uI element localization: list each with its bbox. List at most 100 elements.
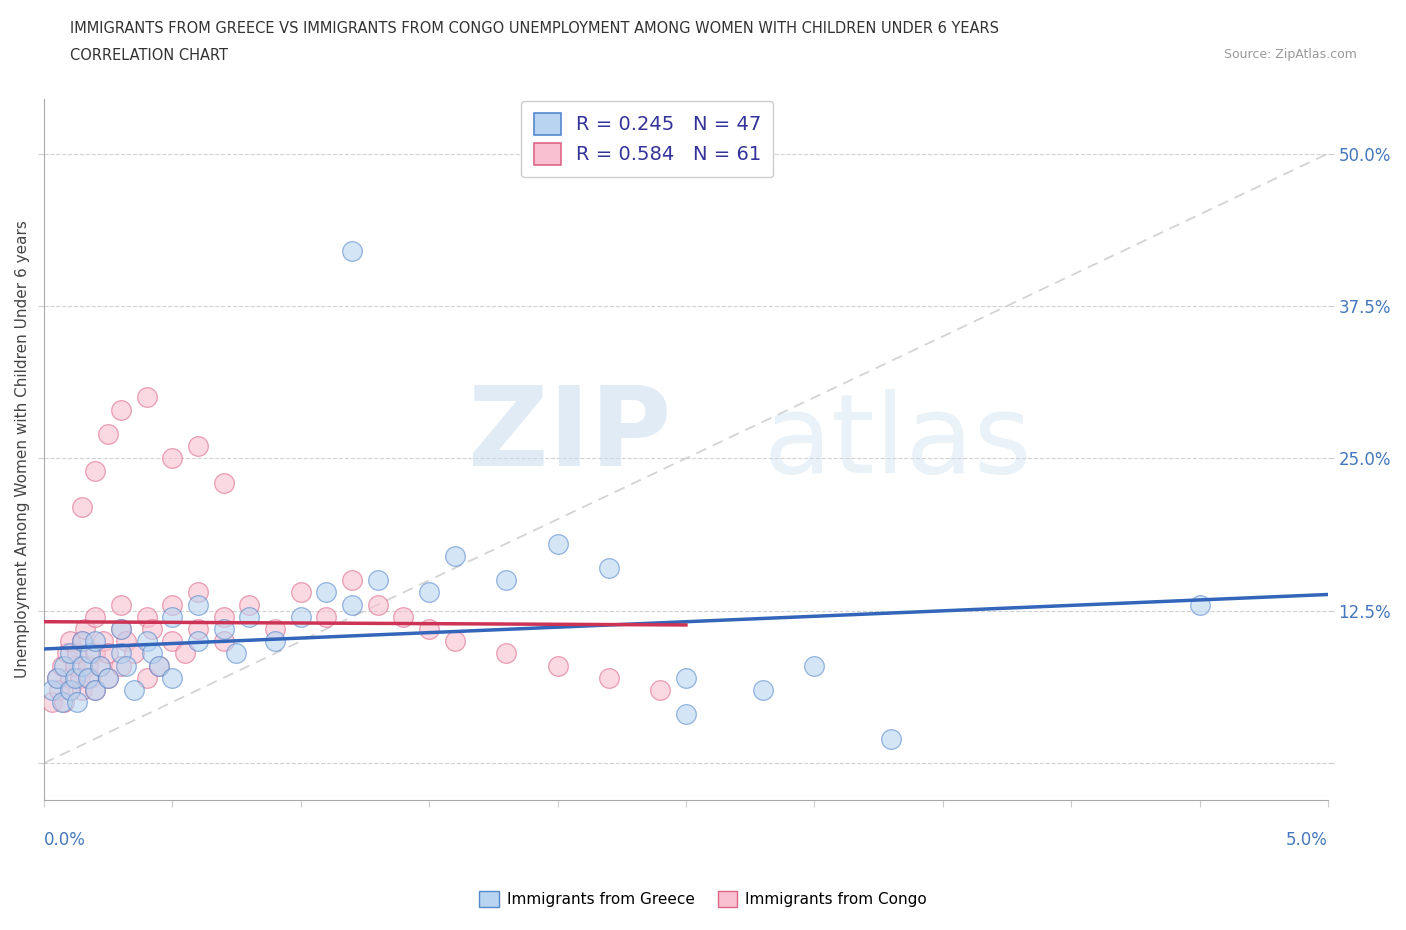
Point — [45, 671, 67, 685]
Point — [72, 499, 94, 514]
Legend: Immigrants from Greece, Immigrants from Congo: Immigrants from Greece, Immigrants from … — [472, 884, 934, 913]
Point — [79, 671, 101, 685]
Text: Source: ZipAtlas.com: Source: ZipAtlas.com — [1223, 48, 1357, 61]
Point — [212, 475, 235, 490]
Point — [238, 597, 260, 612]
Point — [72, 633, 94, 648]
Text: IMMIGRANTS FROM GREECE VS IMMIGRANTS FROM CONGO UNEMPLOYMENT AMONG WOMEN WITH CH: IMMIGRANTS FROM GREECE VS IMMIGRANTS FRO… — [70, 21, 1000, 36]
Point — [84, 646, 107, 661]
Point — [443, 549, 465, 564]
Point — [97, 427, 120, 442]
Point — [225, 646, 247, 661]
Point — [76, 658, 98, 673]
Point — [598, 561, 620, 576]
Point — [367, 573, 389, 588]
Point — [290, 609, 312, 624]
Point — [73, 621, 96, 636]
Point — [135, 633, 157, 648]
Point — [141, 621, 163, 636]
Point — [238, 609, 260, 624]
Point — [187, 585, 209, 600]
Point — [41, 695, 63, 710]
Point — [340, 244, 363, 259]
Point — [41, 683, 63, 698]
Point — [135, 609, 157, 624]
Point — [141, 646, 163, 661]
Point — [187, 597, 209, 612]
Point — [58, 683, 80, 698]
Point — [115, 633, 138, 648]
Point — [84, 683, 107, 698]
Point — [135, 671, 157, 685]
Point — [89, 658, 111, 673]
Point — [53, 658, 76, 673]
Text: 5.0%: 5.0% — [1286, 831, 1327, 849]
Point — [48, 683, 70, 698]
Point — [97, 671, 120, 685]
Point — [495, 573, 517, 588]
Point — [547, 537, 569, 551]
Point — [76, 671, 98, 685]
Point — [264, 633, 287, 648]
Point — [162, 609, 184, 624]
Point — [58, 683, 80, 698]
Point — [110, 597, 132, 612]
Point — [174, 646, 197, 661]
Point — [675, 671, 697, 685]
Point — [340, 573, 363, 588]
Point — [89, 658, 111, 673]
Point — [58, 671, 80, 685]
Text: 0.0%: 0.0% — [44, 831, 86, 849]
Point — [110, 646, 132, 661]
Point — [72, 633, 94, 648]
Point — [135, 390, 157, 405]
Point — [72, 658, 94, 673]
Point — [187, 633, 209, 648]
Point — [84, 683, 107, 698]
Point — [53, 695, 76, 710]
Point — [443, 633, 465, 648]
Point — [650, 683, 672, 698]
Point — [115, 658, 138, 673]
Point — [803, 658, 825, 673]
Point — [97, 671, 120, 685]
Point — [84, 633, 107, 648]
Point — [122, 646, 145, 661]
Point — [752, 683, 775, 698]
Point — [212, 621, 235, 636]
Point — [110, 658, 132, 673]
Point — [122, 683, 145, 698]
Point — [315, 585, 337, 600]
Text: CORRELATION CHART: CORRELATION CHART — [70, 48, 228, 63]
Point — [290, 585, 312, 600]
Point — [58, 633, 80, 648]
Point — [418, 621, 440, 636]
Point — [84, 463, 107, 478]
Point — [110, 621, 132, 636]
Point — [66, 646, 89, 661]
Point — [264, 621, 287, 636]
Point — [148, 658, 170, 673]
Point — [162, 633, 184, 648]
Point — [187, 439, 209, 454]
Point — [162, 597, 184, 612]
Point — [110, 402, 132, 417]
Point — [162, 671, 184, 685]
Point — [315, 609, 337, 624]
Text: atlas: atlas — [763, 389, 1032, 496]
Point — [51, 658, 73, 673]
Legend: R = 0.245   N = 47, R = 0.584   N = 61: R = 0.245 N = 47, R = 0.584 N = 61 — [522, 100, 773, 178]
Point — [162, 451, 184, 466]
Point — [63, 671, 86, 685]
Point — [495, 646, 517, 661]
Point — [187, 621, 209, 636]
Point — [51, 695, 73, 710]
Point — [58, 646, 80, 661]
Point — [1188, 597, 1211, 612]
Point — [84, 609, 107, 624]
Point — [110, 621, 132, 636]
Point — [675, 707, 697, 722]
Point — [340, 597, 363, 612]
Point — [56, 646, 79, 661]
Point — [79, 646, 101, 661]
